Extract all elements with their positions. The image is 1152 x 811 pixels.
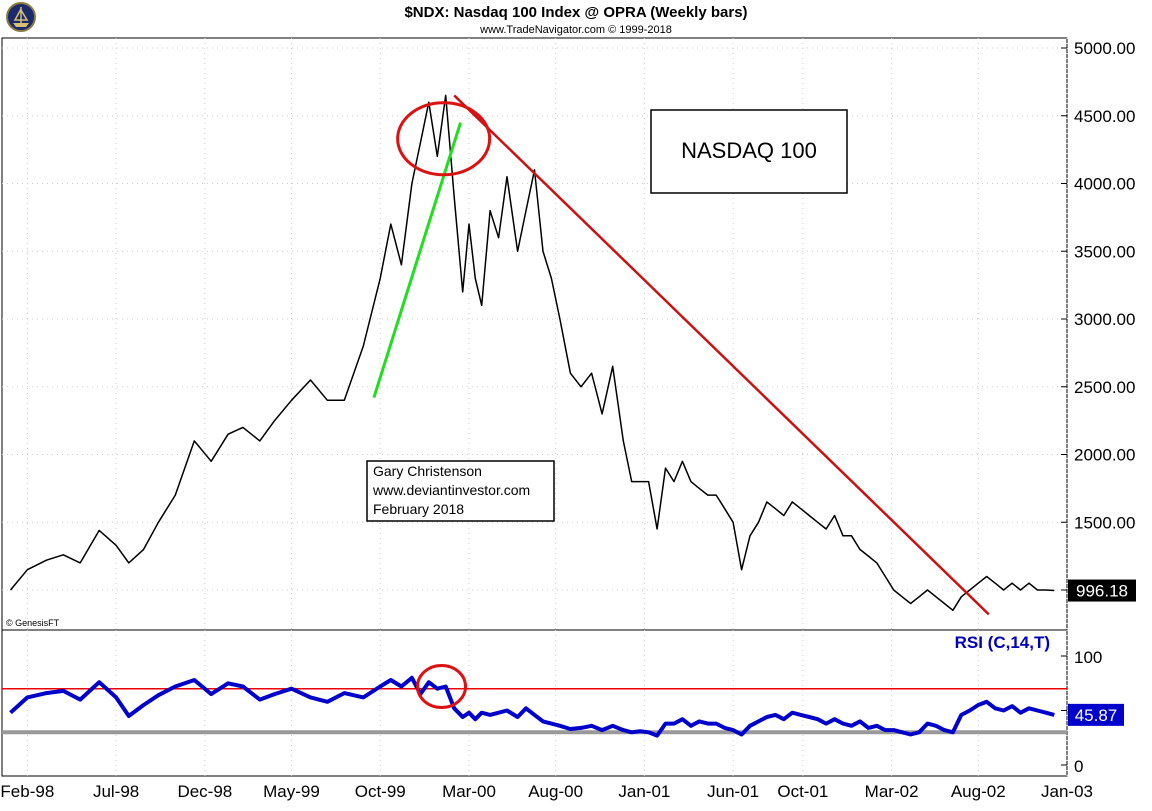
- credit-line-2: www.deviantinvestor.com: [372, 482, 530, 498]
- price-y-tick-label: 3000.00: [1074, 310, 1135, 329]
- credit-box: Gary Christenson www.deviantinvestor.com…: [366, 460, 555, 522]
- rsi-last-value-marker: 45.87: [1068, 703, 1124, 726]
- x-tick-label: Aug-02: [951, 782, 1006, 801]
- chart-subtitle: www.TradeNavigator.com © 1999-2018: [479, 24, 672, 36]
- rsi-label: RSI (C,14,T): [955, 633, 1050, 652]
- x-tick-label: Feb-98: [0, 782, 54, 801]
- trendlines: [372, 94, 990, 616]
- price-y-tick-label: 2500.00: [1074, 378, 1135, 397]
- chart-title: $NDX: Nasdaq 100 Index @ OPRA (Weekly ba…: [404, 4, 747, 21]
- rsi-last-value: 45.87: [1075, 706, 1118, 725]
- price-y-tick-label: 3500.00: [1074, 242, 1135, 261]
- x-tick-label: Jul-98: [93, 782, 139, 801]
- price-grid: [2, 38, 1068, 630]
- x-axis: Feb-98 Jul-98 Dec-98 May-99 Oct-99 Mar-00 Aug-…: [0, 782, 1093, 801]
- x-tick-label: Oct-01: [777, 782, 828, 801]
- nasdaq-100-series-line: [9, 94, 1055, 612]
- price-panel-frame: [1, 37, 1068, 631]
- rsi-reference-lines: [2, 687, 1067, 735]
- rsi-grid: [26, 630, 1068, 776]
- x-tick-label: Mar-00: [442, 782, 496, 801]
- x-tick-label: Jun-01: [707, 782, 759, 801]
- credit-line-3: February 2018: [373, 501, 464, 517]
- rsi-panel-frame: [1, 629, 1068, 777]
- annotation-box: NASDAQ 100: [650, 109, 848, 194]
- source-label: © GenesisFT: [6, 618, 60, 628]
- price-y-tick-label: 4500.00: [1074, 107, 1135, 126]
- price-last-value: 996.18: [1076, 582, 1128, 601]
- x-tick-label: Mar-02: [865, 782, 919, 801]
- price-y-tick-label: 4000.00: [1074, 175, 1135, 194]
- price-y-tick-label: 5000.00: [1074, 39, 1135, 58]
- rsi-series-line: [9, 675, 1055, 738]
- rsi-y-tick-label: 0: [1074, 757, 1083, 776]
- peak-highlight-circle: [396, 101, 492, 177]
- price-y-tick-label: 1500.00: [1074, 513, 1135, 532]
- uptrend-line: [372, 122, 462, 399]
- x-tick-label: Dec-98: [177, 782, 232, 801]
- price-last-value-marker: 996.18: [1068, 579, 1136, 602]
- price-y-tick-label: 2000.00: [1074, 446, 1135, 465]
- rsi-y-tick-label: 100: [1074, 648, 1102, 667]
- logo-icon: [6, 2, 36, 32]
- x-tick-label: Aug-00: [528, 782, 583, 801]
- x-tick-label: Oct-99: [355, 782, 406, 801]
- x-tick-label: May-99: [263, 782, 320, 801]
- downtrend-line: [453, 94, 990, 616]
- x-tick-label: Jan-01: [618, 782, 670, 801]
- x-tick-label: Jan-03: [1041, 782, 1093, 801]
- highlight-circles: [396, 101, 492, 710]
- rsi-peak-highlight-circle: [416, 664, 468, 710]
- annotation-box-label: NASDAQ 100: [681, 138, 817, 163]
- price-y-axis: 1000.001500.002000.002500.003000.003500.…: [1061, 39, 1135, 600]
- credit-line-1: Gary Christenson: [373, 463, 482, 479]
